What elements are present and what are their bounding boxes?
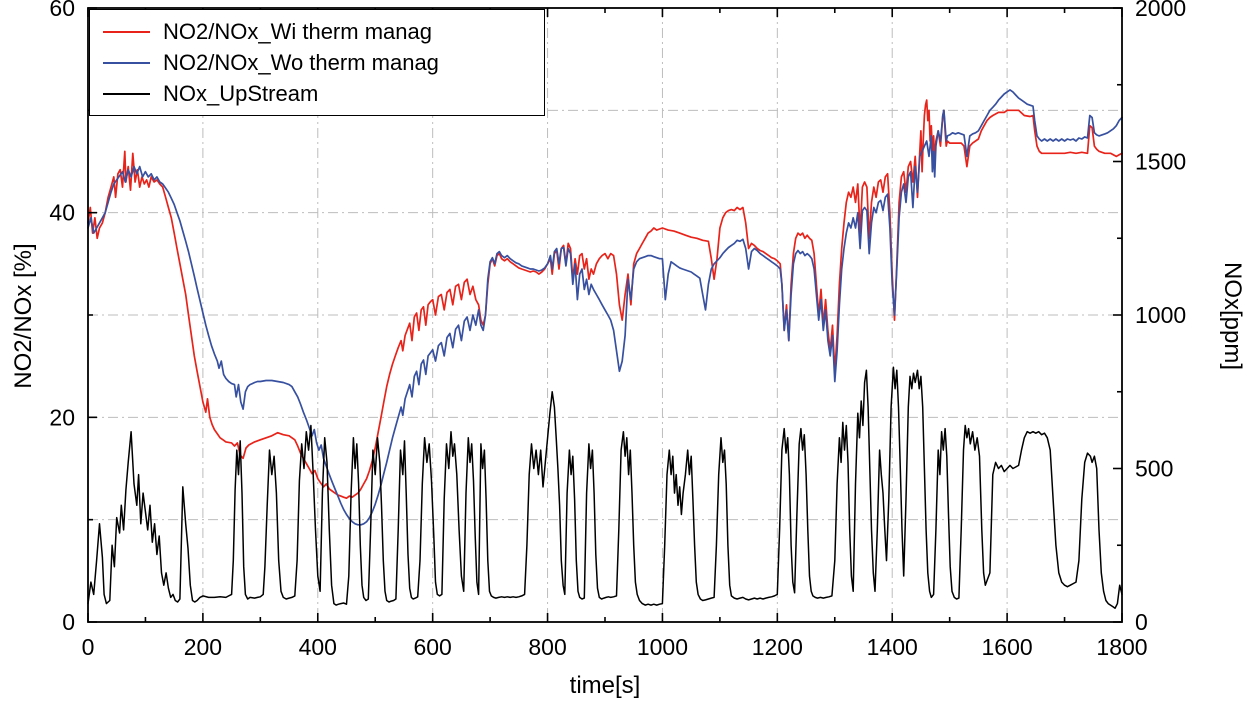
svg-text:200: 200: [184, 634, 222, 660]
svg-text:20: 20: [49, 404, 75, 430]
x-axis-title: time[s]: [569, 672, 641, 699]
svg-text:0: 0: [82, 634, 95, 660]
svg-text:40: 40: [49, 200, 75, 226]
legend-item: NOx_UpStream: [90, 78, 544, 109]
legend-line-swatch-blue: [103, 61, 150, 64]
legend: NO2/NOx_Wi therm manag NO2/NOx_Wo therm …: [89, 9, 545, 116]
left-axis-title: NO2/NOx [%]: [10, 243, 37, 389]
svg-text:60: 60: [49, 0, 75, 21]
legend-line-swatch-black: [103, 92, 150, 95]
svg-text:500: 500: [1135, 456, 1173, 482]
svg-text:800: 800: [528, 634, 566, 660]
legend-item: NO2/NOx_Wi therm manag: [90, 16, 544, 47]
svg-text:1000: 1000: [637, 634, 688, 660]
legend-label: NOx_UpStream: [163, 80, 319, 106]
svg-text:1400: 1400: [867, 634, 918, 660]
svg-text:1200: 1200: [752, 634, 803, 660]
legend-item: NO2/NOx_Wo therm manag: [90, 47, 544, 78]
svg-text:1500: 1500: [1135, 149, 1186, 175]
svg-text:1800: 1800: [1096, 634, 1147, 660]
legend-line-swatch-red: [103, 30, 150, 33]
svg-text:0: 0: [62, 609, 75, 635]
svg-text:2000: 2000: [1135, 0, 1186, 21]
svg-text:1600: 1600: [982, 634, 1033, 660]
svg-text:1000: 1000: [1135, 302, 1186, 328]
svg-text:0: 0: [1135, 609, 1148, 635]
svg-text:400: 400: [299, 634, 337, 660]
right-axis-title: NOx[ppm]: [1219, 261, 1246, 371]
svg-text:600: 600: [413, 634, 451, 660]
legend-label: NO2/NOx_Wo therm manag: [163, 49, 439, 75]
legend-label: NO2/NOx_Wi therm manag: [163, 18, 432, 44]
